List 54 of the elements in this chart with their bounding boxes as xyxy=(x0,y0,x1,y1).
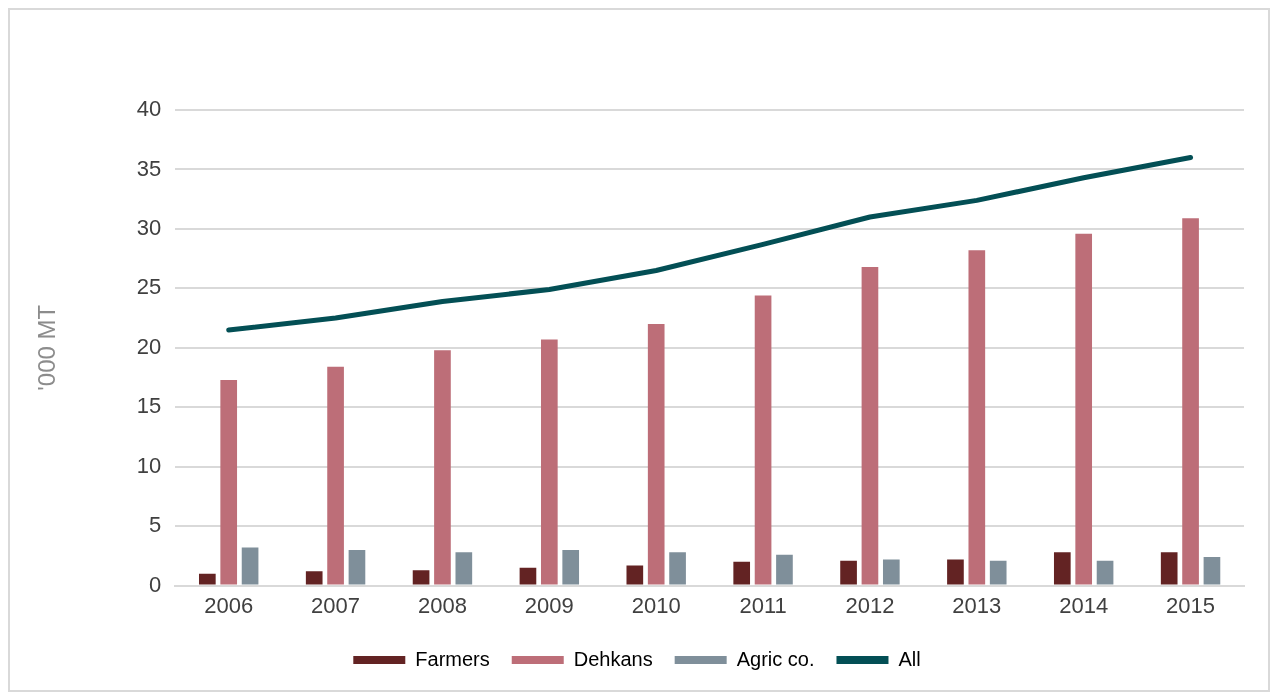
bar xyxy=(840,560,857,585)
x-tick-label: 2010 xyxy=(631,592,681,618)
bar xyxy=(327,366,344,585)
y-tick-label: 35 xyxy=(136,155,162,181)
x-tick-label: 2014 xyxy=(1059,592,1109,618)
x-tick-label: 2009 xyxy=(524,592,574,618)
bar xyxy=(540,339,558,585)
bar xyxy=(947,559,964,585)
x-tick-label: 2008 xyxy=(417,592,467,618)
bar xyxy=(882,559,900,585)
bar xyxy=(989,560,1007,585)
x-tick-label: 2007 xyxy=(311,592,361,618)
bar xyxy=(776,554,793,585)
bar xyxy=(626,565,644,585)
bar xyxy=(669,552,686,585)
bar xyxy=(1203,557,1221,585)
bar xyxy=(519,567,537,585)
bar xyxy=(754,295,772,585)
bar xyxy=(1053,552,1071,585)
bar xyxy=(861,266,879,585)
legend-label: Agric co. xyxy=(736,647,815,670)
bar xyxy=(1096,560,1114,585)
x-tick-label: 2012 xyxy=(845,592,895,618)
bar xyxy=(199,573,216,585)
bar xyxy=(968,250,986,585)
x-tick-label: 2006 xyxy=(204,592,254,618)
y-tick-label: 5 xyxy=(149,512,162,538)
bar xyxy=(562,549,580,585)
y-tick-label: 15 xyxy=(136,393,162,419)
bar xyxy=(434,350,451,585)
y-tick-label: 0 xyxy=(149,571,162,597)
bar xyxy=(412,570,430,585)
bar xyxy=(348,549,366,585)
x-tick-label: 2015 xyxy=(1166,592,1216,618)
y-tick-label: 20 xyxy=(136,333,162,359)
bar xyxy=(1075,233,1093,585)
y-axis-title: '000 MT xyxy=(33,304,61,391)
legend-label: Dehkans xyxy=(573,647,653,670)
bar xyxy=(1182,218,1199,585)
bar xyxy=(220,379,238,585)
legend-label: All xyxy=(898,647,921,670)
bar xyxy=(241,547,259,585)
y-tick-label: 10 xyxy=(136,452,162,478)
y-tick-label: 30 xyxy=(136,214,162,240)
y-tick-label: 25 xyxy=(136,274,162,300)
y-tick-label: 40 xyxy=(136,96,162,122)
bar xyxy=(733,561,751,585)
x-tick-label: 2011 xyxy=(739,592,787,618)
x-tick-label: 2013 xyxy=(952,592,1002,618)
bar xyxy=(1160,552,1178,585)
bar xyxy=(647,324,665,585)
bar xyxy=(455,552,473,585)
bar xyxy=(305,571,323,585)
legend-label: Farmers xyxy=(415,647,490,670)
